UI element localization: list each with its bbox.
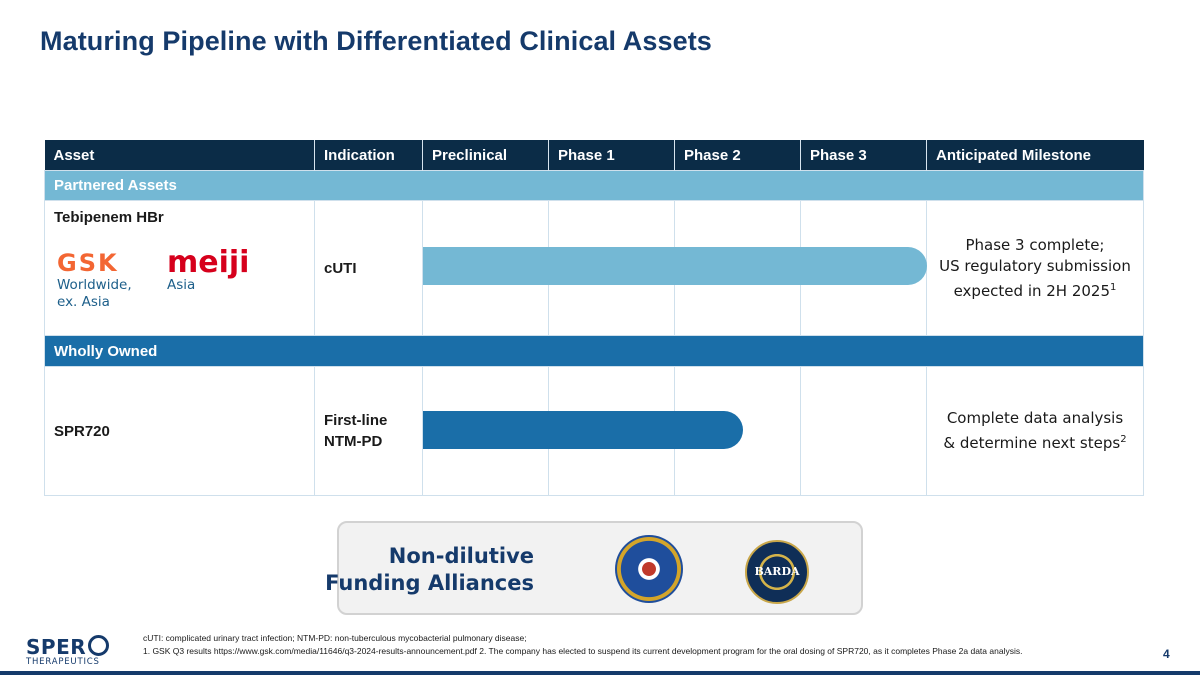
gsk-logo: GSK [57, 249, 119, 277]
spero-logo: SPER THERAPEUTICS [26, 635, 110, 667]
meiji-logo: meiji [167, 245, 250, 280]
asset-name: SPR720 [54, 422, 110, 440]
footnote-line: cUTI: complicated urinary tract infectio… [143, 633, 527, 643]
asset-cell-tebipenem: Tebipenem HBr GSK Worldwide, ex. Asia me… [44, 200, 315, 336]
footnote-line: 1. GSK Q3 results https://www.gsk.com/me… [143, 645, 1023, 656]
milestone-line: Complete data analysis [946, 409, 1124, 427]
funding-alliances-box: Non-dilutive Funding Alliances BARDA [325, 521, 863, 615]
footnotes: cUTI: complicated urinary tract infectio… [143, 632, 1133, 657]
bottom-band [0, 671, 1200, 675]
logo-name: SPER [26, 635, 110, 659]
progress-bar-spr720 [423, 411, 743, 449]
footnote-ref: 1 [1110, 281, 1117, 293]
progress-bar-tebipenem [423, 247, 927, 285]
dtra-seal-icon [615, 535, 683, 603]
funding-line2: Funding Alliances [325, 571, 534, 595]
meiji-region: Asia [167, 277, 196, 293]
header-asset: Asset [44, 140, 315, 171]
milestone-cell: Phase 3 complete; US regulatory submissi… [926, 200, 1144, 336]
asset-name: Tebipenem HBr [54, 209, 164, 226]
page-number: 4 [1163, 647, 1170, 661]
logo-circle-icon [88, 635, 110, 656]
pipeline-table: Asset Indication Preclinical Phase 1 Pha… [44, 140, 1144, 496]
milestone-line: & determine next steps2 [936, 429, 1134, 454]
indication-text: cUTI [324, 259, 357, 277]
milestone-line: US regulatory submission [939, 256, 1131, 275]
header-phase3: Phase 3 [800, 140, 927, 171]
gsk-region-line1: Worldwide, [57, 277, 132, 293]
header-phase2: Phase 2 [674, 140, 801, 171]
funding-line1: Non-dilutive [388, 544, 534, 568]
indication-text: NTM-PD [324, 433, 383, 450]
asset-cell-spr720: SPR720 [44, 366, 315, 496]
header-phase1: Phase 1 [548, 140, 675, 171]
stage-cell [800, 366, 927, 496]
section-partnered-label: Partnered Assets [44, 170, 1144, 201]
gsk-region-line2: ex. Asia [57, 294, 110, 310]
indication-text: First-line [324, 412, 388, 429]
milestone-line: Phase 3 complete; [965, 235, 1105, 254]
barda-seal-text: BARDA [754, 565, 800, 578]
section-partnered-row: Partnered Assets [44, 170, 1144, 201]
gsk-region: Worldwide, ex. Asia [57, 277, 147, 311]
milestone-text: & determine next steps [943, 434, 1121, 452]
header-indication: Indication [314, 140, 423, 171]
logo-sub: THERAPEUTICS [26, 657, 100, 667]
header-preclinical: Preclinical [422, 140, 549, 171]
indication-cell: cUTI [314, 200, 423, 336]
table-row: SPR720 First-line NTM-PD Complete data a… [44, 366, 1144, 496]
section-owned-row: Wholly Owned [44, 335, 1144, 367]
milestone-text: expected in 2H 2025 [953, 281, 1111, 300]
indication-cell: First-line NTM-PD [314, 366, 423, 496]
funding-title: Non-dilutive Funding Alliances [325, 543, 534, 597]
table-header-row: Asset Indication Preclinical Phase 1 Pha… [44, 140, 1144, 171]
section-owned-label: Wholly Owned [44, 335, 1144, 367]
footnote-ref: 2 [1120, 434, 1127, 445]
barda-seal-icon: BARDA [745, 540, 809, 604]
header-milestone: Anticipated Milestone [926, 140, 1144, 171]
page-title: Maturing Pipeline with Differentiated Cl… [40, 26, 712, 56]
milestone-cell: Complete data analysis & determine next … [926, 366, 1144, 496]
milestone-line: expected in 2H 20251 [936, 277, 1134, 302]
